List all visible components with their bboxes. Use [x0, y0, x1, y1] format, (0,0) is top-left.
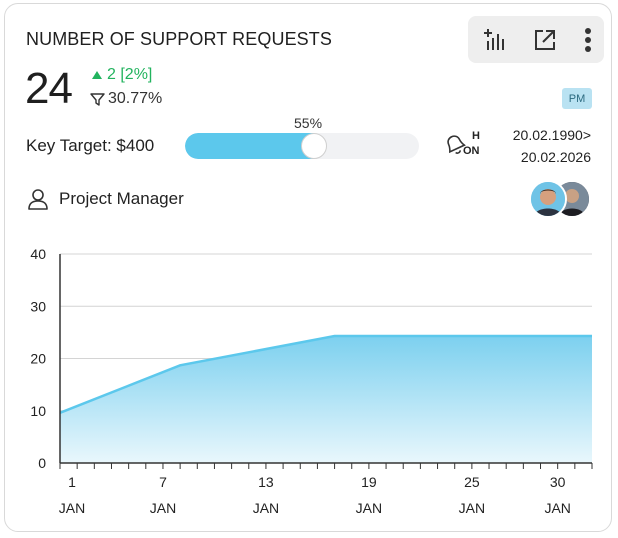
x-tick-label: 1 — [68, 474, 76, 490]
more-options-button[interactable] — [568, 16, 608, 63]
x-tick-sublabel: JAN — [59, 500, 85, 516]
x-tick-label: 7 — [159, 474, 167, 490]
key-target-label: Key Target: $400 — [26, 136, 155, 155]
x-tick-label: 13 — [258, 474, 274, 490]
x-tick-sublabel: JAN — [544, 500, 570, 516]
bell-icon — [447, 135, 466, 154]
avatar-group[interactable] — [529, 180, 593, 220]
metric-delta: 2 [2%] — [91, 66, 152, 84]
y-tick-label: 20 — [30, 351, 46, 367]
area-fill — [60, 336, 592, 463]
role-row: Project Manager — [27, 188, 184, 210]
avatar — [529, 180, 567, 218]
y-tick-label: 30 — [30, 298, 46, 314]
x-tick-label: 30 — [550, 474, 566, 490]
chart-settings-icon — [484, 28, 504, 50]
alert-on-label: ON — [463, 145, 480, 157]
user-icon — [28, 189, 48, 210]
chart-settings-button[interactable] — [474, 16, 514, 63]
more-vertical-icon — [585, 27, 591, 52]
date-range: 20.02.1990> 20.02.2026 — [513, 124, 591, 168]
date-range-start: 20.02.1990> — [512, 127, 591, 143]
card-title: NUMBER OF SUPPORT REQUESTS — [26, 29, 332, 49]
metric-value: 24 — [25, 64, 73, 113]
role-badge: PM — [562, 88, 592, 109]
x-tick-label: 25 — [464, 474, 480, 490]
filter-value: 30.77% — [108, 90, 163, 107]
progress-fill — [185, 133, 314, 159]
y-tick-label: 40 — [30, 246, 46, 262]
role-label: Project Manager — [59, 189, 184, 208]
triangle-up-icon — [92, 71, 102, 79]
x-tick-sublabel: JAN — [356, 500, 382, 516]
y-tick-label: 0 — [38, 455, 46, 471]
alert-h-label: H — [472, 130, 480, 142]
filter-icon — [90, 92, 105, 106]
open-external-button[interactable] — [525, 16, 565, 63]
x-tick-sublabel: JAN — [150, 500, 176, 516]
filter-metric: 30.77% — [90, 90, 162, 108]
x-tick-sublabel: JAN — [253, 500, 279, 516]
open-external-icon — [535, 29, 555, 50]
card-toolbar — [468, 16, 604, 63]
delta-value: 2 [2%] — [107, 66, 153, 83]
alert-toggle[interactable] — [443, 134, 467, 161]
progress-percent: 55% — [294, 115, 323, 131]
y-tick-label: 10 — [30, 403, 46, 419]
date-range-end: 20.02.2026 — [520, 149, 591, 165]
series-line — [59, 334, 592, 415]
progress-handle[interactable] — [300, 133, 327, 159]
x-tick-label: 19 — [361, 474, 377, 490]
x-tick-sublabel: JAN — [459, 500, 485, 516]
area-chart: 0 10 20 30 40 1 JAN 7 JAN 13 JAN 19 JAN 25 JAN 30 JAN — [30, 246, 593, 516]
